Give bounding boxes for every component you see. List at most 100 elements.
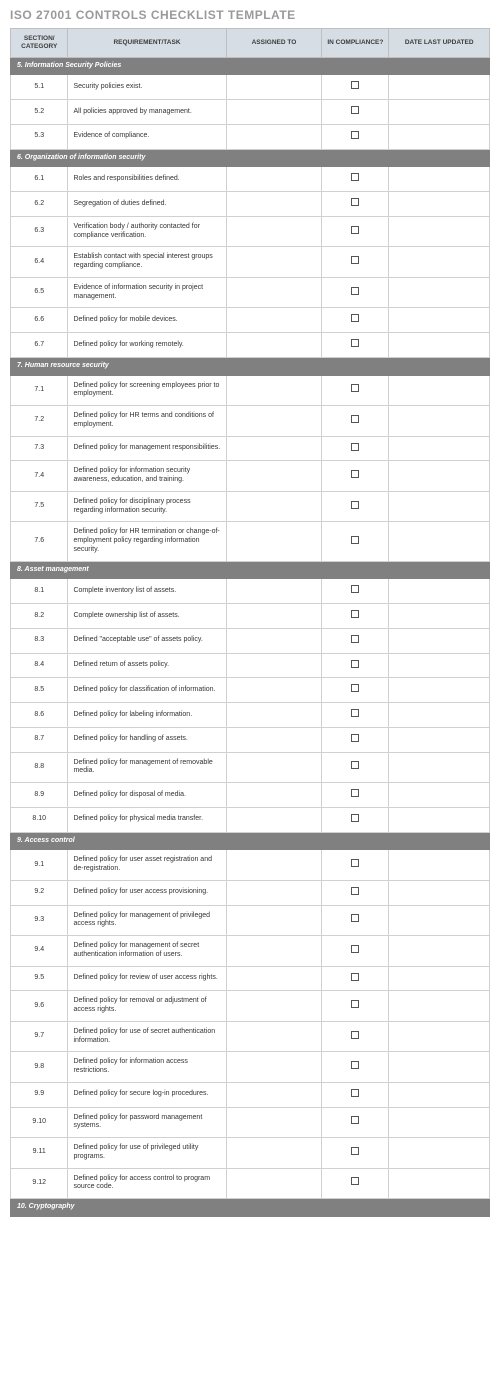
date-updated-cell[interactable] xyxy=(389,579,490,604)
date-updated-cell[interactable] xyxy=(389,167,490,192)
assigned-to-cell[interactable] xyxy=(226,1021,322,1052)
assigned-to-cell[interactable] xyxy=(226,628,322,653)
date-updated-cell[interactable] xyxy=(389,124,490,149)
date-updated-cell[interactable] xyxy=(389,1021,490,1052)
date-updated-cell[interactable] xyxy=(389,1082,490,1107)
compliance-checkbox[interactable] xyxy=(351,501,359,509)
compliance-checkbox[interactable] xyxy=(351,443,359,451)
date-updated-cell[interactable] xyxy=(389,375,490,406)
compliance-checkbox[interactable] xyxy=(351,734,359,742)
assigned-to-cell[interactable] xyxy=(226,461,322,492)
assigned-to-cell[interactable] xyxy=(226,966,322,991)
compliance-checkbox[interactable] xyxy=(351,1000,359,1008)
compliance-checkbox[interactable] xyxy=(351,536,359,544)
assigned-to-cell[interactable] xyxy=(226,850,322,881)
compliance-checkbox[interactable] xyxy=(351,814,359,822)
assigned-to-cell[interactable] xyxy=(226,936,322,967)
compliance-checkbox[interactable] xyxy=(351,339,359,347)
compliance-checkbox[interactable] xyxy=(351,684,359,692)
compliance-checkbox[interactable] xyxy=(351,106,359,114)
assigned-to-cell[interactable] xyxy=(226,727,322,752)
date-updated-cell[interactable] xyxy=(389,628,490,653)
date-updated-cell[interactable] xyxy=(389,1107,490,1138)
date-updated-cell[interactable] xyxy=(389,905,490,936)
assigned-to-cell[interactable] xyxy=(226,1138,322,1169)
date-updated-cell[interactable] xyxy=(389,703,490,728)
date-updated-cell[interactable] xyxy=(389,653,490,678)
assigned-to-cell[interactable] xyxy=(226,905,322,936)
compliance-checkbox[interactable] xyxy=(351,198,359,206)
compliance-checkbox[interactable] xyxy=(351,1089,359,1097)
date-updated-cell[interactable] xyxy=(389,75,490,100)
assigned-to-cell[interactable] xyxy=(226,752,322,783)
compliance-checkbox[interactable] xyxy=(351,635,359,643)
assigned-to-cell[interactable] xyxy=(226,216,322,247)
date-updated-cell[interactable] xyxy=(389,216,490,247)
assigned-to-cell[interactable] xyxy=(226,75,322,100)
compliance-checkbox[interactable] xyxy=(351,131,359,139)
compliance-checkbox[interactable] xyxy=(351,887,359,895)
date-updated-cell[interactable] xyxy=(389,966,490,991)
assigned-to-cell[interactable] xyxy=(226,522,322,561)
compliance-checkbox[interactable] xyxy=(351,384,359,392)
assigned-to-cell[interactable] xyxy=(226,1052,322,1083)
assigned-to-cell[interactable] xyxy=(226,604,322,629)
compliance-checkbox[interactable] xyxy=(351,1116,359,1124)
date-updated-cell[interactable] xyxy=(389,604,490,629)
compliance-checkbox[interactable] xyxy=(351,81,359,89)
assigned-to-cell[interactable] xyxy=(226,192,322,217)
compliance-checkbox[interactable] xyxy=(351,314,359,322)
compliance-checkbox[interactable] xyxy=(351,973,359,981)
compliance-checkbox[interactable] xyxy=(351,1061,359,1069)
assigned-to-cell[interactable] xyxy=(226,1168,322,1199)
compliance-checkbox[interactable] xyxy=(351,660,359,668)
date-updated-cell[interactable] xyxy=(389,308,490,333)
assigned-to-cell[interactable] xyxy=(226,333,322,358)
date-updated-cell[interactable] xyxy=(389,880,490,905)
date-updated-cell[interactable] xyxy=(389,436,490,461)
assigned-to-cell[interactable] xyxy=(226,100,322,125)
assigned-to-cell[interactable] xyxy=(226,247,322,278)
assigned-to-cell[interactable] xyxy=(226,678,322,703)
assigned-to-cell[interactable] xyxy=(226,653,322,678)
compliance-checkbox[interactable] xyxy=(351,1031,359,1039)
date-updated-cell[interactable] xyxy=(389,850,490,881)
date-updated-cell[interactable] xyxy=(389,277,490,308)
assigned-to-cell[interactable] xyxy=(226,124,322,149)
assigned-to-cell[interactable] xyxy=(226,783,322,808)
date-updated-cell[interactable] xyxy=(389,752,490,783)
assigned-to-cell[interactable] xyxy=(226,880,322,905)
compliance-checkbox[interactable] xyxy=(351,945,359,953)
compliance-checkbox[interactable] xyxy=(351,610,359,618)
assigned-to-cell[interactable] xyxy=(226,436,322,461)
assigned-to-cell[interactable] xyxy=(226,406,322,437)
date-updated-cell[interactable] xyxy=(389,461,490,492)
date-updated-cell[interactable] xyxy=(389,100,490,125)
compliance-checkbox[interactable] xyxy=(351,761,359,769)
compliance-checkbox[interactable] xyxy=(351,226,359,234)
date-updated-cell[interactable] xyxy=(389,991,490,1022)
date-updated-cell[interactable] xyxy=(389,678,490,703)
compliance-checkbox[interactable] xyxy=(351,709,359,717)
compliance-checkbox[interactable] xyxy=(351,859,359,867)
date-updated-cell[interactable] xyxy=(389,406,490,437)
date-updated-cell[interactable] xyxy=(389,1138,490,1169)
date-updated-cell[interactable] xyxy=(389,333,490,358)
date-updated-cell[interactable] xyxy=(389,247,490,278)
assigned-to-cell[interactable] xyxy=(226,703,322,728)
assigned-to-cell[interactable] xyxy=(226,991,322,1022)
assigned-to-cell[interactable] xyxy=(226,167,322,192)
compliance-checkbox[interactable] xyxy=(351,173,359,181)
compliance-checkbox[interactable] xyxy=(351,789,359,797)
assigned-to-cell[interactable] xyxy=(226,277,322,308)
date-updated-cell[interactable] xyxy=(389,491,490,522)
compliance-checkbox[interactable] xyxy=(351,914,359,922)
compliance-checkbox[interactable] xyxy=(351,585,359,593)
assigned-to-cell[interactable] xyxy=(226,308,322,333)
assigned-to-cell[interactable] xyxy=(226,375,322,406)
assigned-to-cell[interactable] xyxy=(226,1082,322,1107)
assigned-to-cell[interactable] xyxy=(226,1107,322,1138)
date-updated-cell[interactable] xyxy=(389,727,490,752)
date-updated-cell[interactable] xyxy=(389,783,490,808)
compliance-checkbox[interactable] xyxy=(351,287,359,295)
